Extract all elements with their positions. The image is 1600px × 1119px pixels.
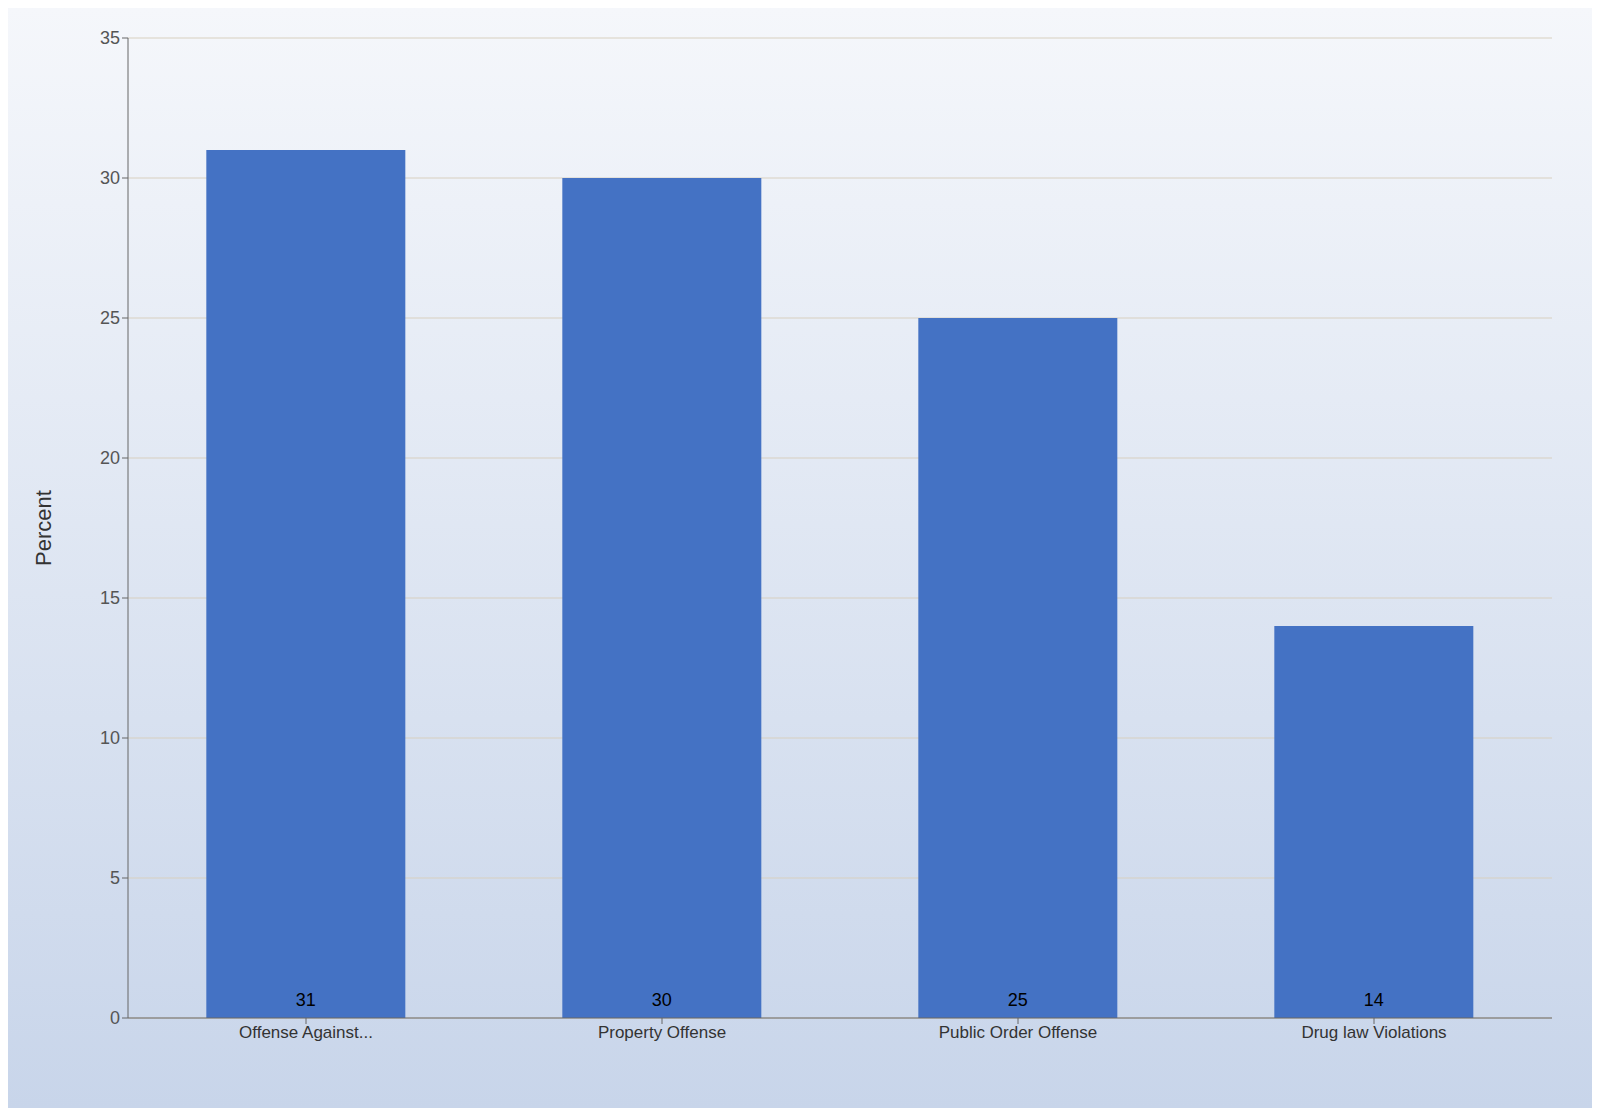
svg-text:30: 30 xyxy=(100,168,120,188)
svg-text:Offense Against...: Offense Against... xyxy=(239,1023,373,1042)
svg-text:Drug law Violations: Drug law Violations xyxy=(1301,1023,1446,1042)
svg-text:0: 0 xyxy=(110,1008,120,1028)
svg-text:31: 31 xyxy=(296,990,316,1010)
svg-text:15: 15 xyxy=(100,588,120,608)
svg-text:20: 20 xyxy=(100,448,120,468)
svg-text:10: 10 xyxy=(100,728,120,748)
svg-text:25: 25 xyxy=(100,308,120,328)
svg-text:35: 35 xyxy=(100,28,120,48)
svg-text:5: 5 xyxy=(110,868,120,888)
svg-text:Public Order Offense: Public Order Offense xyxy=(939,1023,1097,1042)
svg-text:Percent: Percent xyxy=(31,490,56,566)
svg-text:25: 25 xyxy=(1008,990,1028,1010)
svg-text:30: 30 xyxy=(652,990,672,1010)
svg-text:Property Offense: Property Offense xyxy=(598,1023,726,1042)
svg-text:14: 14 xyxy=(1364,990,1384,1010)
